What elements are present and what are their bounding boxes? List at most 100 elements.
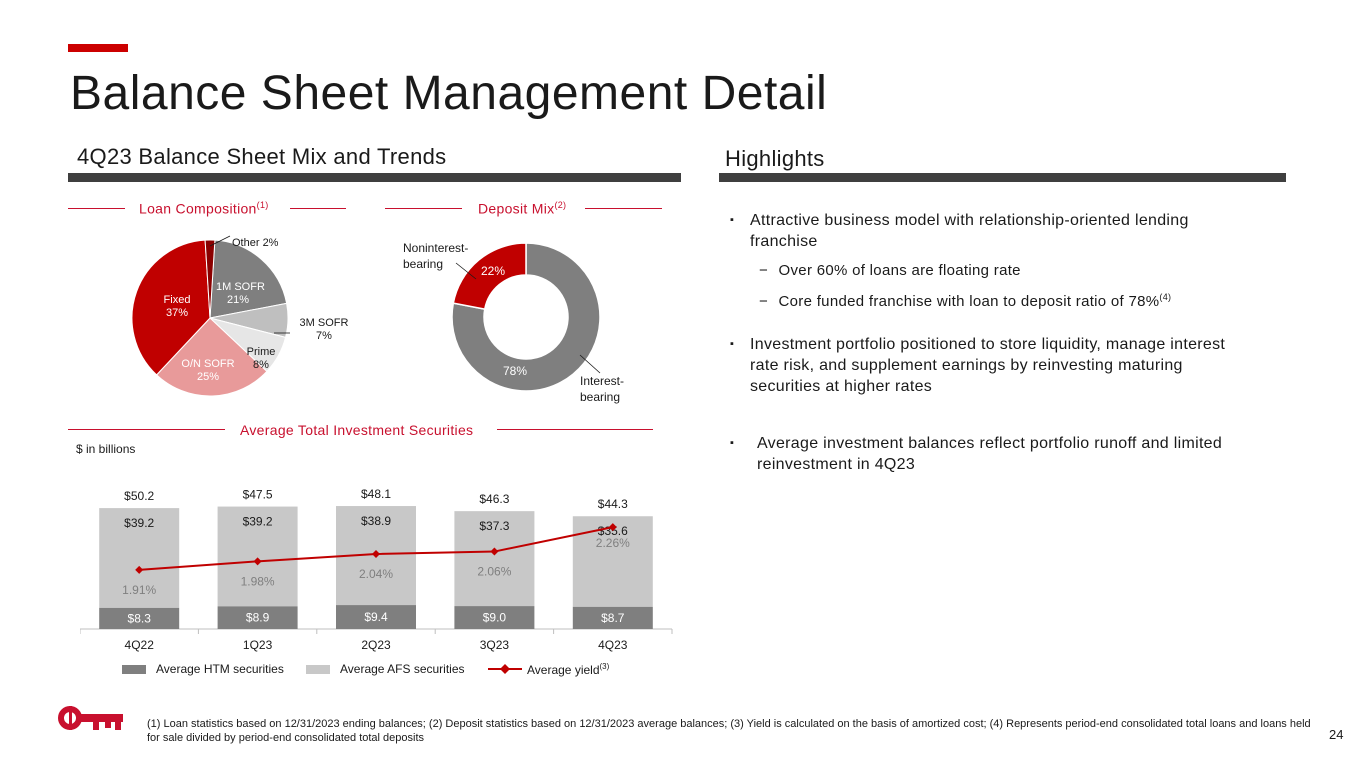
- pie-label-prime-name: Prime: [246, 346, 276, 358]
- label-afs-3Q23: $37.3: [479, 519, 509, 533]
- dash-icon: −: [759, 262, 769, 279]
- donut-slice-interest-bearing: [451, 242, 601, 392]
- legend-swatch-htm: [122, 665, 146, 674]
- pie-label-1m-sofr-pct: 21%: [226, 294, 250, 306]
- pie-label-other: Other 2%: [232, 237, 279, 249]
- label-afs-1Q23: $39.2: [243, 515, 273, 529]
- yield-point-1Q23: [253, 557, 262, 566]
- bullet-icon: ▪: [730, 338, 735, 350]
- label-afs-4Q22: $39.2: [124, 516, 154, 530]
- dash-icon: −: [759, 293, 769, 310]
- donut-pct-noninterest: 22%: [480, 264, 506, 278]
- bar-afs-4Q22: [99, 508, 180, 608]
- page-title: Balance Sheet Management Detail: [70, 67, 828, 120]
- pie-label-3m-sofr-name: 3M SOFR: [299, 317, 349, 329]
- loan-composition-title: Loan Composition: [139, 200, 257, 217]
- pie-label-1m-sofr-name: 1M SOFR: [216, 281, 265, 293]
- highlight-sub-1: − Over 60% of loans are floating rate: [759, 261, 1021, 281]
- legend-label-afs: Average AFS securities: [340, 662, 465, 676]
- label-total-4Q22: $50.2: [124, 489, 154, 503]
- x-tick-label-4Q23: 4Q23: [598, 638, 628, 652]
- bar-afs-1Q23: [217, 506, 298, 607]
- yield-label-4Q23: 2.26%: [596, 536, 630, 550]
- donut-pct-interest: 78%: [502, 364, 528, 378]
- deposit-mix-ref: (2): [554, 200, 567, 210]
- highlight-bullet-2-text: Investment portfolio positioned to store…: [750, 336, 1226, 395]
- yield-label-4Q22: 1.91%: [122, 583, 156, 597]
- legend-label-yield-text: Average yield: [527, 663, 600, 677]
- donut-label-noninterest-line1: Noninterest-: [403, 241, 469, 255]
- pie-label-prime-pct: 8%: [253, 359, 269, 371]
- x-tick-label-2Q23: 2Q23: [361, 638, 391, 652]
- label-total-4Q23: $44.3: [598, 497, 628, 511]
- highlight-sub-2-text: Core funded franchise with loan to depos…: [778, 293, 1160, 310]
- right-section-rule: [719, 173, 1286, 182]
- accent-bar: [68, 44, 128, 52]
- bar-afs-3Q23: [454, 511, 535, 607]
- donut-label-interest-line2: bearing: [580, 390, 621, 404]
- bullet-icon: ▪: [730, 437, 735, 449]
- loan-heading-rule-right: [290, 208, 346, 209]
- interest-leader-line: [579, 354, 601, 374]
- loan-heading-rule-left: [68, 208, 125, 209]
- investment-securities-chart: $8.3 $39.2 $50.2 4Q22 $8.9 $39.2 $47.5 1Q23 $9.4…: [80, 487, 673, 652]
- x-tick-label-1Q23: 1Q23: [243, 638, 273, 652]
- key-logo-icon: [58, 706, 123, 730]
- yield-label-1Q23: 1.98%: [241, 574, 275, 588]
- legend-swatch-yield: [488, 664, 522, 674]
- pie-label-3m-sofr: 3M SOFR 7%: [294, 317, 354, 343]
- bar-htm-4Q22: [99, 607, 180, 629]
- noninterest-leader-line: [455, 262, 477, 280]
- other-leader-line: [209, 235, 231, 247]
- label-total-1Q23: $47.5: [243, 488, 273, 502]
- label-htm-4Q23: $8.7: [601, 611, 625, 625]
- legend-swatch-afs: [306, 665, 330, 674]
- bar-htm-2Q23: [336, 605, 416, 629]
- invest-heading-rule-right: [497, 429, 653, 430]
- right-section-title: Highlights: [725, 146, 825, 171]
- deposit-heading-rule-left: [385, 208, 462, 209]
- deposit-heading-rule-right: [585, 208, 662, 209]
- donut-label-interest: Interest-bearing: [580, 373, 624, 405]
- donut-slice-noninterest-bearing: [452, 242, 527, 311]
- unit-note: $ in billions: [76, 442, 136, 456]
- pie-label-on-sofr: O/N SOFR 25%: [176, 358, 240, 384]
- page-number: 24: [1329, 727, 1344, 742]
- label-afs-2Q23: $38.9: [361, 514, 391, 528]
- highlights-list: ▪ Attractive business model with relatio…: [730, 210, 1270, 490]
- highlight-sub-2: − Core funded franchise with loan to dep…: [759, 287, 1171, 312]
- chart-title: Average Total Investment Securities: [240, 422, 474, 438]
- pie-label-1m-sofr: 1M SOFR 21%: [216, 281, 265, 307]
- label-htm-2Q23: $9.4: [364, 610, 388, 624]
- donut-label-noninterest-line2: bearing: [403, 257, 444, 271]
- bar-htm-4Q23: [572, 606, 653, 629]
- deposit-mix-donut: [451, 242, 601, 392]
- highlight-bullet-3-text: Average investment balances reflect port…: [757, 435, 1223, 473]
- pie-label-fixed: Fixed 37%: [155, 294, 199, 320]
- pie-label-fixed-name: Fixed: [163, 294, 191, 306]
- highlight-bullet-1-text: Attractive business model with relations…: [750, 212, 1189, 250]
- legend-label-yield-ref: (3): [599, 662, 610, 671]
- x-tick-label-3Q23: 3Q23: [480, 638, 510, 652]
- pie-slice-o-n-sofr: [155, 317, 268, 397]
- label-total-2Q23: $48.1: [361, 487, 391, 501]
- donut-label-interest-line1: Interest-: [580, 374, 625, 388]
- label-htm-1Q23: $8.9: [246, 611, 270, 625]
- label-htm-4Q22: $8.3: [128, 611, 152, 625]
- label-total-3Q23: $46.3: [479, 492, 509, 506]
- pie-slice-other: [204, 239, 216, 319]
- highlight-sub-1-text: Over 60% of loans are floating rate: [778, 262, 1021, 279]
- loan-composition-ref: (1): [256, 200, 269, 210]
- yield-point-4Q23: [608, 523, 617, 532]
- x-tick-label-4Q22: 4Q22: [125, 638, 155, 652]
- pie-label-prime: Prime 8%: [238, 346, 284, 372]
- pie-slice-fixed: [131, 239, 211, 376]
- pie-slice-1m-sofr: [209, 239, 288, 319]
- pie-label-on-sofr-name: O/N SOFR: [181, 358, 235, 370]
- yield-point-2Q23: [372, 550, 380, 558]
- footnote: (1) Loan statistics based on 12/31/2023 …: [147, 718, 1311, 744]
- legend-label-htm: Average HTM securities: [156, 662, 284, 676]
- deposit-mix-heading: Deposit Mix(2): [478, 200, 566, 217]
- deposit-mix-title: Deposit Mix: [478, 200, 555, 217]
- yield-label-2Q23: 2.04%: [359, 567, 393, 581]
